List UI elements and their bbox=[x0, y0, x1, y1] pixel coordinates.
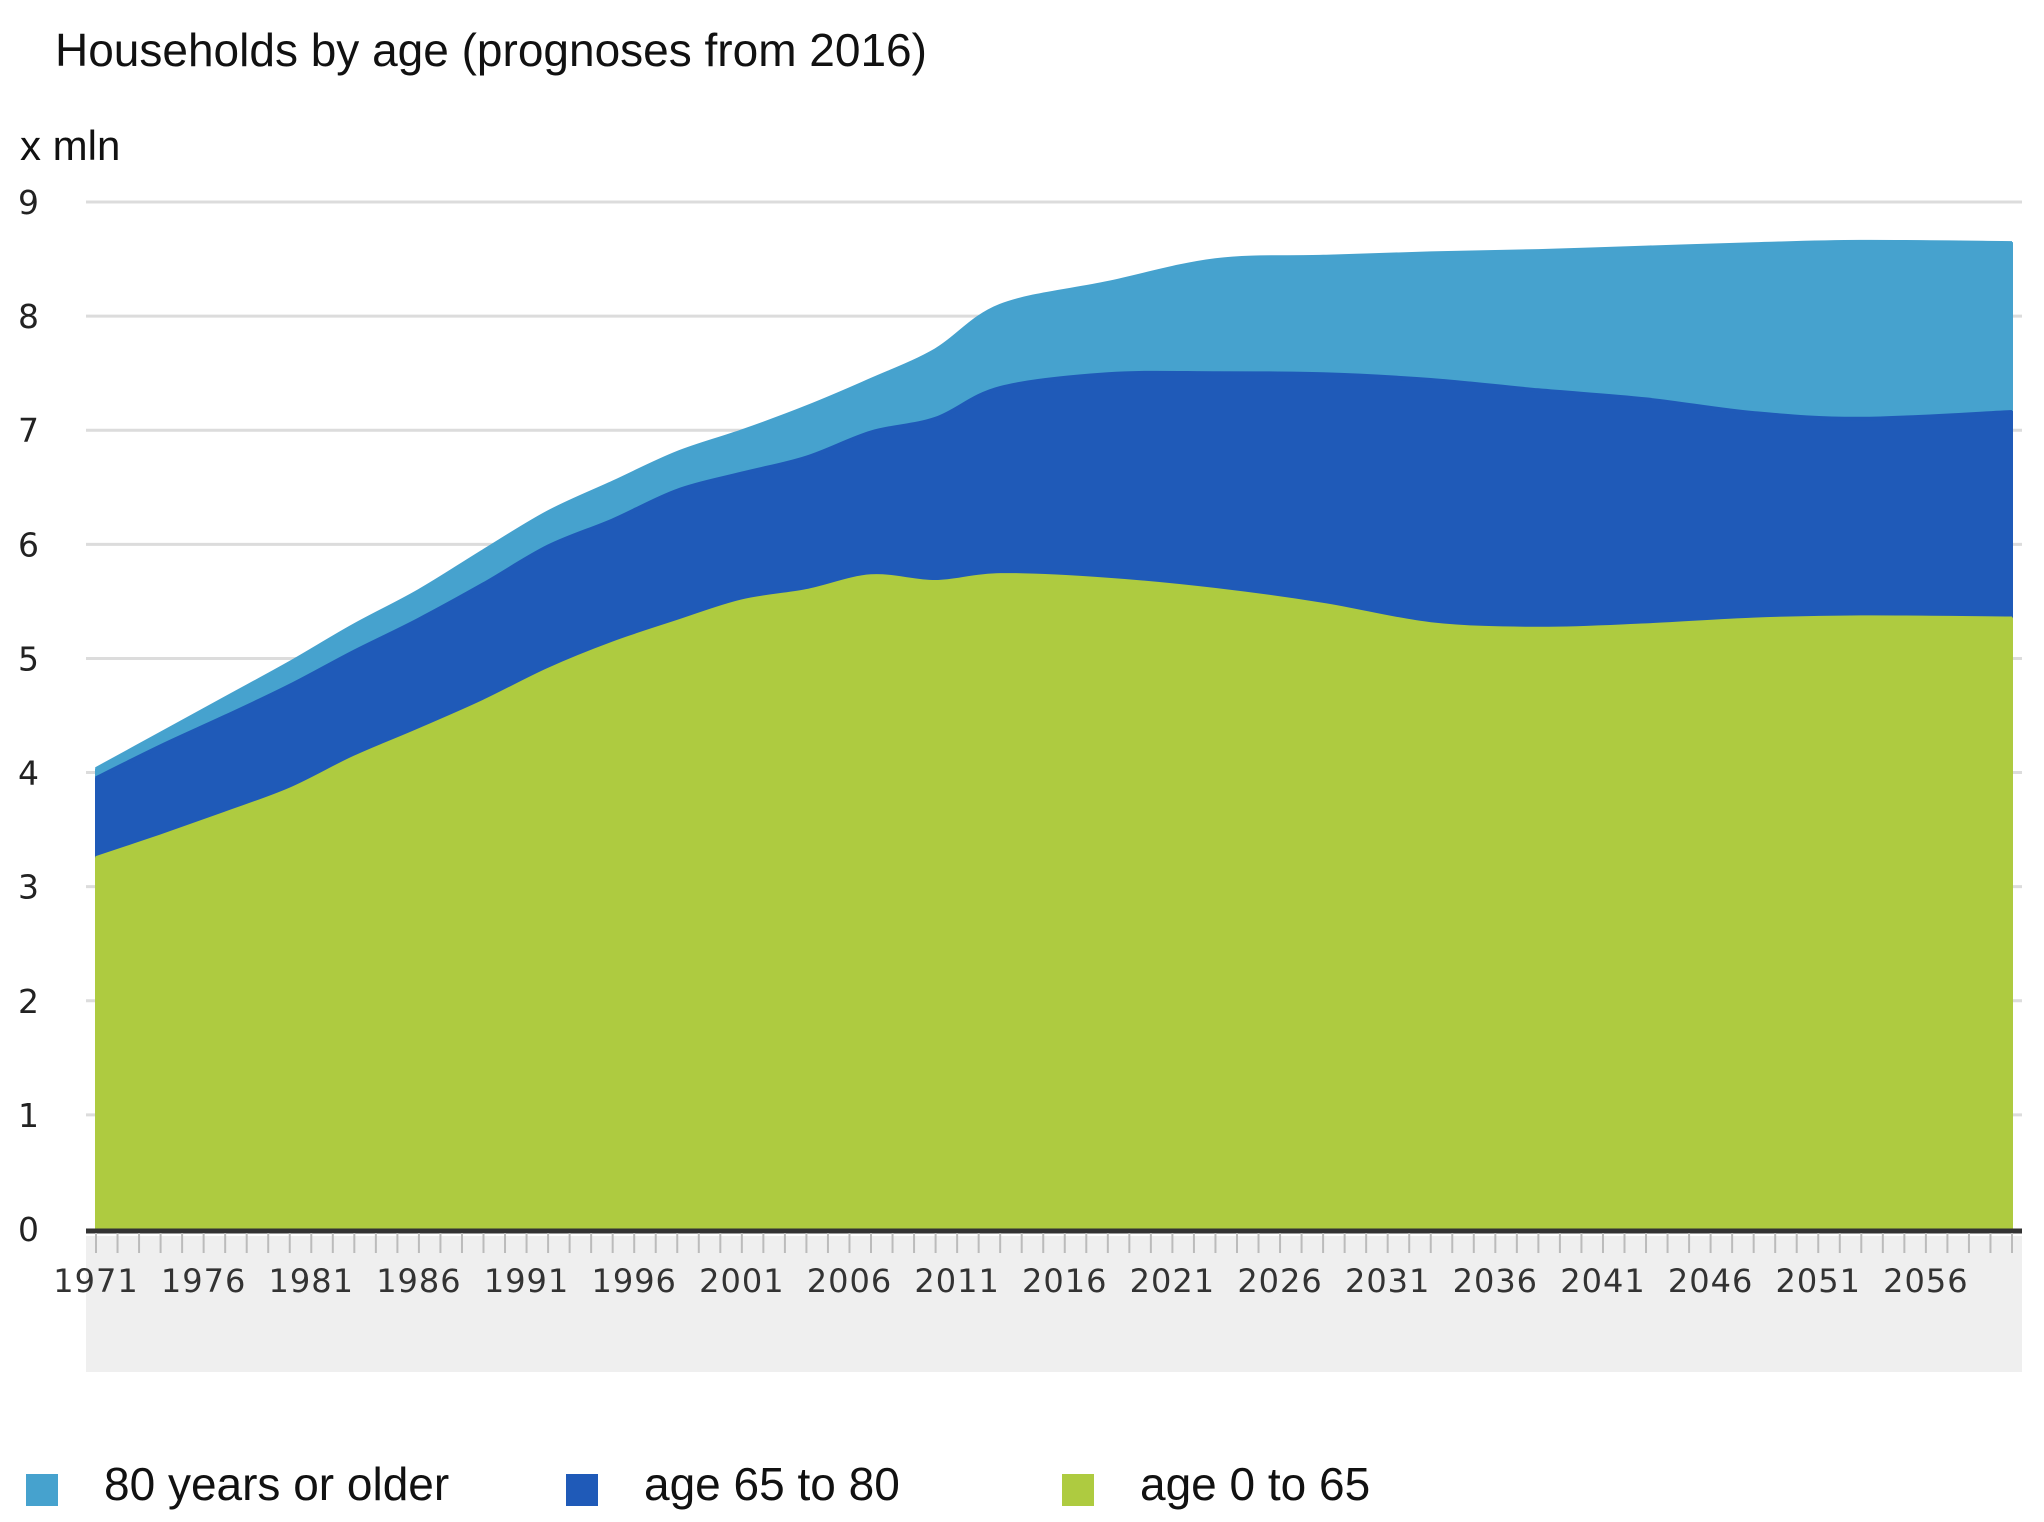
x-tick-label: 2051 bbox=[1776, 1262, 1861, 1300]
x-tick-label: 1986 bbox=[376, 1262, 461, 1300]
area-series bbox=[95, 239, 2013, 1230]
y-tick-label: 7 bbox=[18, 411, 39, 450]
y-tick-label: 5 bbox=[18, 639, 39, 678]
legend-label-age-0-to-65: age 0 to 65 bbox=[1140, 1458, 1370, 1510]
area-edge-age-65-to-80 bbox=[95, 370, 2013, 781]
legend-swatch-age-65-to-80 bbox=[566, 1474, 598, 1506]
x-tick-label: 2021 bbox=[1130, 1262, 1215, 1300]
x-tick-label: 2031 bbox=[1345, 1262, 1430, 1300]
legend-swatch-80-years-or-older bbox=[26, 1474, 58, 1506]
x-tick-label: 1976 bbox=[161, 1262, 246, 1300]
legend-label-80-years-or-older: 80 years or older bbox=[104, 1458, 449, 1510]
x-tick-label: 1991 bbox=[484, 1262, 569, 1300]
chart-title: Households by age (prognoses from 2016) bbox=[55, 24, 927, 76]
x-tick-label: 1981 bbox=[269, 1262, 354, 1300]
area-edge-age-0-to-65 bbox=[95, 573, 2013, 860]
y-tick-label: 3 bbox=[18, 868, 39, 907]
y-tick-label: 6 bbox=[18, 525, 39, 564]
y-unit-label: x mln bbox=[20, 122, 120, 169]
x-tick-label: 2006 bbox=[807, 1262, 892, 1300]
y-tick-label: 1 bbox=[18, 1096, 39, 1135]
x-tick-label: 2011 bbox=[914, 1262, 999, 1300]
y-tick-label: 0 bbox=[18, 1210, 39, 1249]
y-tick-label: 4 bbox=[18, 754, 39, 793]
x-tick-label: 2046 bbox=[1668, 1262, 1753, 1300]
x-tick-label: 1996 bbox=[591, 1262, 676, 1300]
area-edge-80-years-or-older bbox=[95, 239, 2013, 771]
x-tick-label: 2001 bbox=[699, 1262, 784, 1300]
x-tick-label: 2056 bbox=[1883, 1262, 1968, 1300]
y-tick-label: 8 bbox=[18, 297, 39, 336]
x-tick-label: 2016 bbox=[1022, 1262, 1107, 1300]
y-tick-labels: 0 1 2 3 4 5 6 7 8 9 bbox=[18, 183, 39, 1249]
x-tick-label: 2026 bbox=[1237, 1262, 1322, 1300]
y-tick-label: 2 bbox=[18, 982, 39, 1021]
y-tick-label: 9 bbox=[18, 183, 39, 222]
legend-swatch-age-0-to-65 bbox=[1062, 1474, 1094, 1506]
x-tick-label: 2041 bbox=[1560, 1262, 1645, 1300]
x-tick-label: 2036 bbox=[1453, 1262, 1538, 1300]
x-axis-band bbox=[86, 1236, 2022, 1372]
x-axis: 1971 1976 1981 1986 1991 1996 2001 2006 2011 2016… bbox=[53, 1228, 2022, 1300]
legend-label-age-65-to-80: age 65 to 80 bbox=[644, 1458, 900, 1510]
legend: 80 years or older age 65 to 80 age 0 to 65 bbox=[26, 1458, 1370, 1510]
x-tick-label: 1971 bbox=[53, 1262, 138, 1300]
